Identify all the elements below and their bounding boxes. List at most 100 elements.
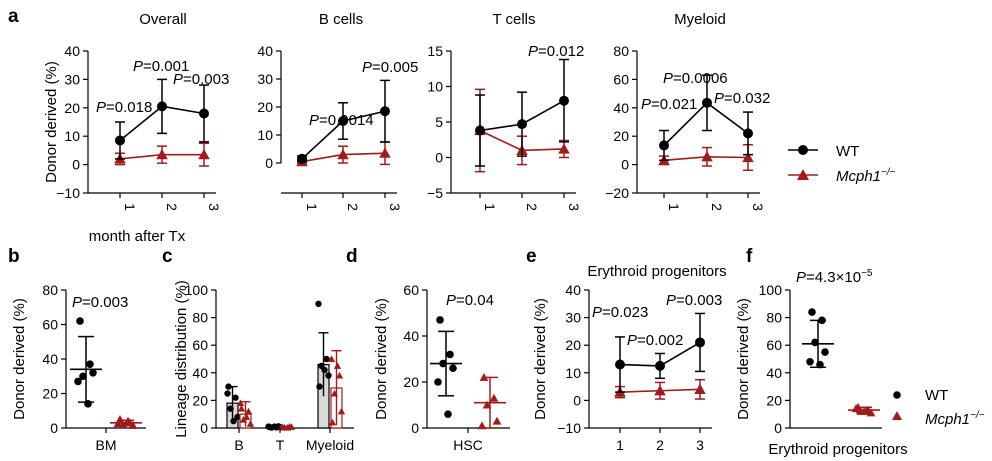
y-tick-label: 0 <box>573 392 581 408</box>
y-tick-label: 40 <box>192 365 208 381</box>
panel-0-title: Overall <box>139 11 187 28</box>
panel-5-data-point <box>283 424 292 431</box>
y-tick-label: 20 <box>613 128 629 144</box>
panel-4-y-label: Donor derived (%) <box>11 298 28 420</box>
panel-1-p-value: P=0.005 <box>362 59 418 76</box>
y-tick-label: 0 <box>265 155 273 171</box>
panel-8-y-axis: 0 20 40 60 80 100 <box>759 282 791 436</box>
panel-5-data-point <box>224 390 231 397</box>
y-tick-label: 20 <box>64 100 80 116</box>
panel-6-data-point <box>492 416 502 425</box>
panel-5-y-axis: 0 20 40 60 80 100 <box>185 282 217 436</box>
panel-5-data-point <box>323 355 330 363</box>
legend-f-wt-marker <box>893 391 901 399</box>
panel-5-data-point <box>237 405 246 412</box>
panel-8-data-point <box>851 404 861 413</box>
panel-7-point <box>654 384 666 396</box>
y-tick-label: 80 <box>766 310 782 326</box>
y-tick-label: 20 <box>42 386 58 402</box>
panel-4-data-point <box>123 416 133 425</box>
panel-5-data-point <box>236 399 245 407</box>
panel-6-p-value: P=0.04 <box>446 292 494 309</box>
panel-0-p-value: P=0.018 <box>96 99 152 116</box>
y-tick-label: 30 <box>64 71 80 87</box>
panel-4-data-point <box>113 419 123 428</box>
y-tick-label: 60 <box>403 282 419 298</box>
y-tick-label: 15 <box>427 43 443 59</box>
panel-5-data-point <box>328 418 337 426</box>
y-tick-label: 100 <box>185 282 209 298</box>
legend-mcph1-label: Mcph1−/− <box>836 167 896 185</box>
y-tick-label: 10 <box>64 128 80 144</box>
panel-4-data-point <box>128 421 138 429</box>
panel-5-data-point <box>230 417 237 425</box>
panel-8-data-point <box>808 308 816 316</box>
panel-6-data-point <box>449 364 457 373</box>
x-tick-label: 2 <box>345 203 361 211</box>
legend-f-wt-label: WT <box>925 387 948 404</box>
x-tick-label: 1 <box>616 437 624 453</box>
y-tick-label: 60 <box>42 317 58 333</box>
x-tick-label: 1 <box>122 203 138 211</box>
panel-label-f: f <box>746 246 753 267</box>
panel-5-data-point <box>337 407 346 415</box>
panel-label-d: d <box>346 246 358 267</box>
panel-7-y-label: Donor derived (%) <box>532 298 549 420</box>
panel-2-y-axis: −5 0 5 10 15 <box>427 43 452 201</box>
panel-5-data-point <box>325 372 332 379</box>
panel-1-point <box>297 153 307 164</box>
panel-4-data-point <box>84 400 92 408</box>
panel-8-data-point <box>806 357 814 366</box>
panel-7-point <box>655 360 665 371</box>
panel-6-x-tick-label: HSC <box>453 437 483 453</box>
panel-5-data-point <box>232 394 239 401</box>
legend-wt-marker <box>798 145 808 155</box>
panel-1-point <box>337 148 349 160</box>
y-tick-label: 20 <box>192 392 208 408</box>
panel-6-data-point <box>482 400 492 409</box>
panel-0-point <box>115 135 125 146</box>
panel-1-point <box>380 106 390 117</box>
y-tick-label: 40 <box>403 328 419 344</box>
panel-0-y-label: Donor derived (%) <box>43 61 60 183</box>
panel-4-data-point <box>74 377 82 386</box>
panel-6-y-label: Donor derived (%) <box>373 298 390 420</box>
panel-7-p-value: P=0.002 <box>627 332 683 349</box>
y-tick-label: 30 <box>565 310 581 326</box>
panel-5-data-point <box>227 405 234 412</box>
panel-5-data-point <box>271 423 278 430</box>
y-tick-label: −10 <box>557 420 581 436</box>
panel-1-title: B cells <box>319 11 363 28</box>
y-tick-label: 40 <box>766 365 782 381</box>
y-tick-label: 30 <box>257 71 273 87</box>
panel-0-p-value: P=0.001 <box>133 58 189 75</box>
panel-5-data-point <box>333 362 342 369</box>
panel-6-data-point <box>439 359 447 368</box>
x-tick-label: 3 <box>566 203 582 211</box>
panel-1-p-value: P=0.0014 <box>309 112 374 129</box>
panel-0-point <box>198 148 210 160</box>
panel-0-point <box>199 108 209 119</box>
panel-8-y-label: Donor derived (%) <box>735 298 752 420</box>
panel-2-point <box>517 119 527 130</box>
panel-8-p-value: P=4.3×10−5 <box>796 268 873 286</box>
panel-4-p-value: P=0.003 <box>72 294 128 311</box>
panel-5-data-point <box>225 383 232 390</box>
panel-3-p-value: P=0.0006 <box>663 70 728 87</box>
panel-8-data-point <box>811 338 819 347</box>
y-tick-label: 40 <box>565 282 581 298</box>
panel-8-x-label: Erythroid progenitors <box>768 441 907 458</box>
panel-6-data-point <box>444 410 452 419</box>
legend: WT Mcph1−/− WT Mcph1−/− <box>788 143 985 428</box>
y-tick-label: 0 <box>774 420 782 436</box>
panel-0-point <box>156 148 168 160</box>
panel-label-a: a <box>8 6 19 27</box>
panel-3-point <box>743 128 753 139</box>
panel-8-data-point <box>861 407 871 415</box>
panel-7-point <box>694 383 706 394</box>
panel-6-data-point <box>477 421 487 430</box>
panel-1-y-axis: 0 10 20 30 40 <box>257 43 282 171</box>
panel-5-data-point <box>278 423 287 431</box>
panel-4-x-tick-label: BM <box>96 437 117 453</box>
panel-3-title: Myeloid <box>674 11 726 28</box>
